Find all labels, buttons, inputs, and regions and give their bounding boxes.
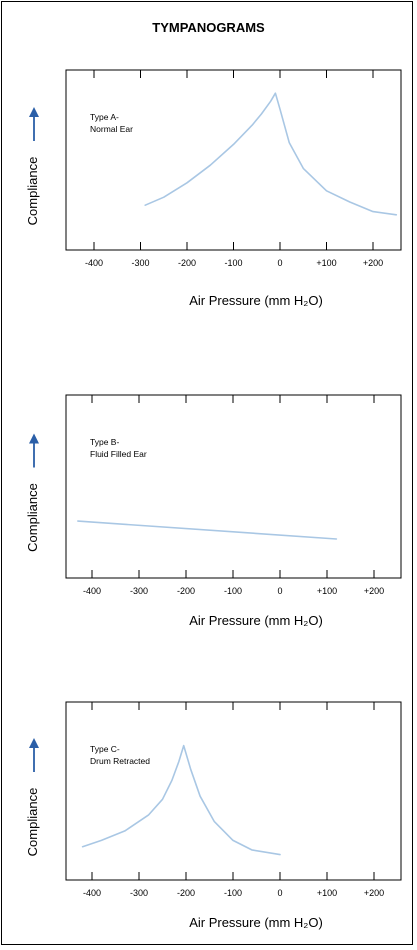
series-line (81, 744, 281, 856)
x-tick-label: -300 (130, 586, 148, 596)
type-annotation: Type A- (90, 112, 119, 122)
x-tick-label: -200 (177, 586, 195, 596)
x-tick-label: +100 (316, 258, 336, 268)
y-axis-label: Compliance (25, 157, 40, 226)
x-tick-label: -400 (83, 586, 101, 596)
x-axis-label: Air Pressure (mm H₂O) (189, 293, 323, 308)
x-tick-label: -100 (224, 888, 242, 898)
y-axis-arrow-head (29, 107, 39, 117)
figure-title: TYMPANOGRAMS (152, 20, 265, 35)
x-tick-label: -200 (177, 888, 195, 898)
y-axis-label: Compliance (25, 483, 40, 552)
x-tick-label: 0 (277, 586, 282, 596)
x-tick-label: 0 (277, 888, 282, 898)
type-annotation: Type C- (90, 744, 120, 754)
plot-frame (65, 394, 402, 579)
x-axis-label: Air Pressure (mm H₂O) (189, 915, 323, 930)
plot-frame (65, 701, 402, 881)
y-axis-label: Compliance (25, 788, 40, 857)
x-tick-label: 0 (277, 258, 282, 268)
series-line (144, 92, 398, 216)
type-annotation: Drum Retracted (90, 756, 150, 766)
x-tick-label: +200 (364, 888, 384, 898)
type-annotation: Normal Ear (90, 124, 133, 134)
x-tick-label: +100 (317, 586, 337, 596)
x-tick-label: +200 (364, 586, 384, 596)
x-tick-label: -300 (131, 258, 149, 268)
x-axis-label: Air Pressure (mm H₂O) (189, 613, 323, 628)
x-tick-label: -100 (224, 586, 242, 596)
type-annotation: Type B- (90, 437, 119, 447)
x-tick-label: -400 (85, 258, 103, 268)
x-tick-label: -100 (224, 258, 242, 268)
y-axis-arrow-head (29, 433, 39, 444)
x-tick-label: -400 (83, 888, 101, 898)
type-annotation: Fluid Filled Ear (90, 449, 147, 459)
series-line (77, 520, 338, 540)
x-tick-label: +100 (317, 888, 337, 898)
x-tick-label: -200 (178, 258, 196, 268)
plot-frame (65, 69, 402, 251)
y-axis-arrow-head (29, 738, 39, 748)
x-tick-label: -300 (130, 888, 148, 898)
x-tick-label: +200 (363, 258, 383, 268)
